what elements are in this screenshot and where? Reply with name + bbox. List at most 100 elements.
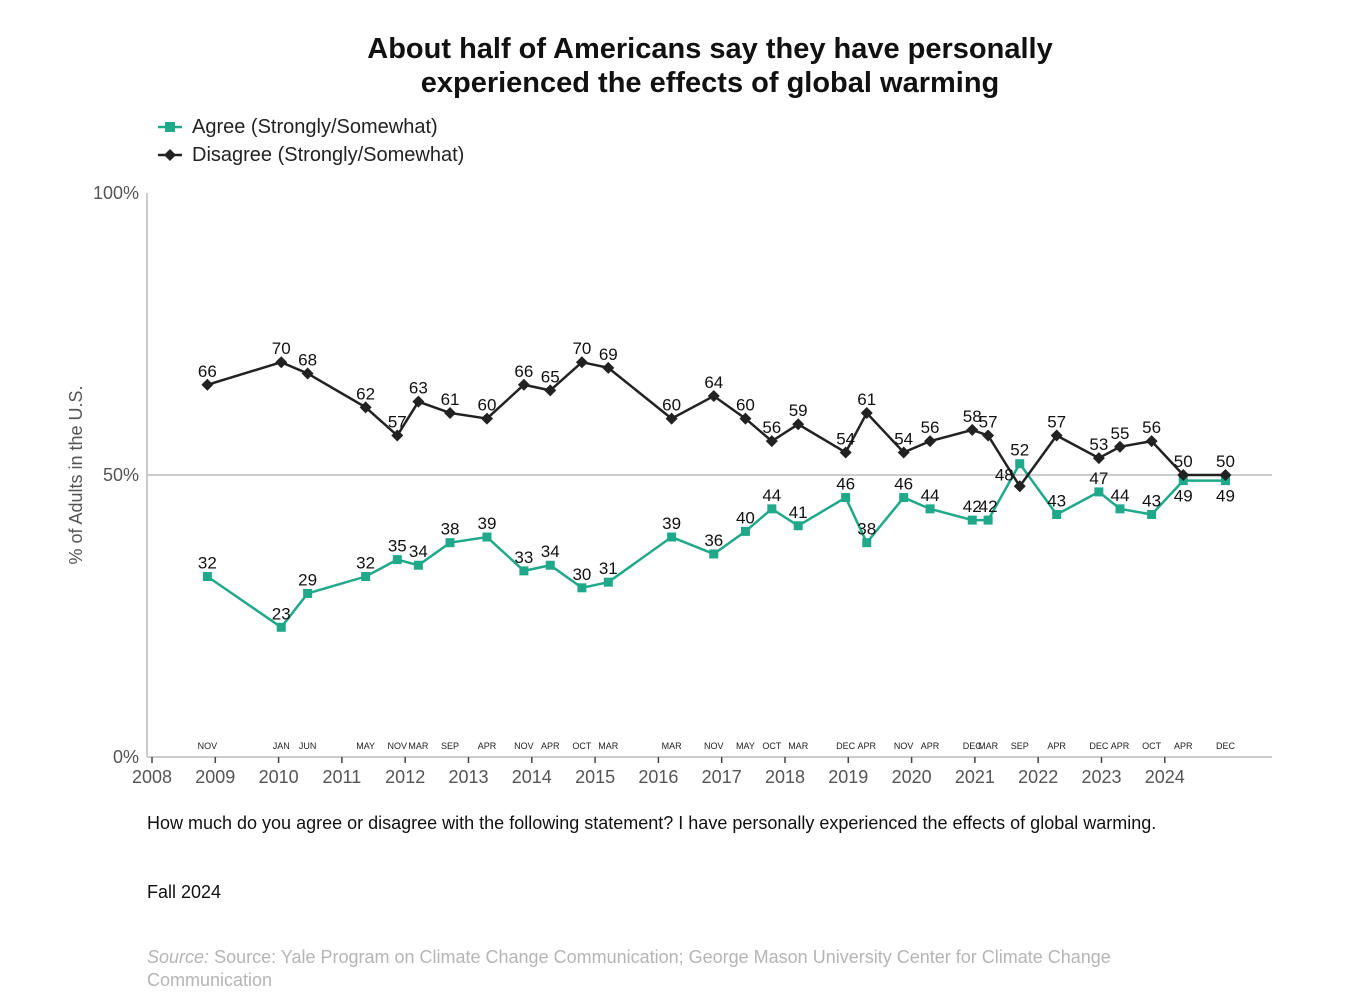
agree-marker <box>899 493 909 503</box>
agree-data-label: 38 <box>857 520 876 539</box>
disagree-marker <box>897 446 910 459</box>
agree-data-label: 40 <box>736 508 755 527</box>
disagree-marker <box>359 401 372 414</box>
disagree-data-label: 68 <box>298 350 317 369</box>
month-label: DEC <box>963 741 983 751</box>
x-tick-label: 2015 <box>575 767 615 787</box>
x-tick-label: 2016 <box>638 767 678 787</box>
agree-data-label: 49 <box>1216 487 1235 506</box>
agree-marker <box>983 515 993 525</box>
agree-data-label: 35 <box>388 537 407 556</box>
disagree-data-label: 54 <box>836 429 855 448</box>
month-label: MAY <box>356 741 375 751</box>
disagree-data-label: 60 <box>478 396 497 415</box>
y-tick-label: 0% <box>113 747 139 767</box>
agree-data-label: 49 <box>1174 487 1193 506</box>
x-tick-label: 2018 <box>765 767 805 787</box>
disagree-data-label: 65 <box>541 367 560 386</box>
agree-marker <box>925 504 935 514</box>
disagree-data-label: 50 <box>1216 452 1235 471</box>
disagree-marker <box>792 418 805 431</box>
disagree-data-label: 59 <box>789 401 808 420</box>
x-tick-label: 2023 <box>1081 767 1121 787</box>
disagree-data-label: 70 <box>272 339 291 358</box>
month-label: DEC <box>836 741 856 751</box>
legend-label: Agree (Strongly/Somewhat) <box>192 115 438 138</box>
disagree-marker <box>544 384 557 397</box>
agree-data-label: 52 <box>1010 441 1029 460</box>
disagree-marker <box>444 406 457 419</box>
agree-data-label: 32 <box>198 554 217 573</box>
agree-marker <box>392 555 402 565</box>
agree-data-label: 29 <box>298 570 317 589</box>
x-tick-label: 2014 <box>512 767 552 787</box>
x-tick-label: 2019 <box>828 767 868 787</box>
agree-marker <box>1015 459 1025 469</box>
y-tick-label: 100% <box>93 183 139 203</box>
disagree-marker <box>602 361 615 374</box>
x-tick-label: 2008 <box>132 767 172 787</box>
x-tick-label: 2010 <box>259 767 299 787</box>
month-label: OCT <box>762 741 782 751</box>
disagree-marker <box>1219 469 1232 481</box>
disagree-data-label: 55 <box>1111 424 1130 443</box>
month-label: MAR <box>788 741 809 751</box>
agree-marker <box>276 622 286 632</box>
month-label: MAY <box>736 741 755 751</box>
disagree-data-label: 57 <box>1047 413 1066 432</box>
disagree-marker <box>575 356 588 369</box>
agree-marker <box>1115 504 1125 514</box>
disagree-data-label: 60 <box>662 396 681 415</box>
month-label: DEC <box>1089 741 1109 751</box>
x-tick-label: 2017 <box>702 767 742 787</box>
disagree-data-label: 62 <box>356 384 375 403</box>
disagree-data-label: 57 <box>979 413 998 432</box>
agree-marker <box>519 566 529 576</box>
agree-marker <box>841 493 851 503</box>
month-label: JAN <box>273 741 290 751</box>
x-tick-label: 2024 <box>1145 767 1185 787</box>
agree-marker <box>577 583 587 593</box>
disagree-data-label: 66 <box>198 362 217 381</box>
agree-data-label: 46 <box>836 475 855 494</box>
disagree-marker <box>1177 469 1190 481</box>
disagree-marker <box>839 446 852 459</box>
agree-data-label: 33 <box>514 548 533 567</box>
agree-marker <box>740 526 750 536</box>
disagree-marker <box>1050 429 1063 442</box>
month-label: MAR <box>408 741 429 751</box>
disagree-marker <box>1092 452 1105 465</box>
disagree-marker <box>412 395 425 408</box>
y-axis-label: % of Adults in the U.S. <box>66 385 86 564</box>
month-label: NOV <box>388 741 408 751</box>
diamond-marker-icon <box>158 149 182 161</box>
disagree-marker <box>301 367 314 380</box>
month-label: NOV <box>894 741 914 751</box>
month-label: OCT <box>572 741 592 751</box>
disagree-marker <box>480 412 493 425</box>
disagree-data-label: 61 <box>857 390 876 409</box>
y-tick-label: 50% <box>103 465 139 485</box>
legend-item-disagree: Disagree (Strongly/Somewhat) <box>158 141 464 169</box>
source-note: Source: Source: Yale Program on Climate … <box>147 946 1227 992</box>
disagree-data-label: 64 <box>704 373 723 392</box>
disagree-marker <box>1113 440 1126 453</box>
disagree-marker <box>391 429 404 442</box>
month-label: APR <box>921 741 940 751</box>
disagree-data-label: 53 <box>1089 435 1108 454</box>
agree-marker <box>709 549 719 559</box>
disagree-data-label: 56 <box>1142 418 1161 437</box>
month-label: NOV <box>198 741 218 751</box>
agree-marker <box>1147 509 1157 519</box>
agree-data-label: 47 <box>1089 469 1108 488</box>
month-label: MAR <box>662 741 683 751</box>
disagree-line <box>207 360 1226 489</box>
agree-marker <box>303 588 313 598</box>
disagree-marker <box>765 435 778 448</box>
agree-marker <box>482 532 492 542</box>
agree-marker <box>667 532 677 542</box>
legend: Agree (Strongly/Somewhat) Disagree (Stro… <box>158 113 464 169</box>
disagree-data-label: 58 <box>963 407 982 426</box>
title-line-2: experienced the effects of global warmin… <box>420 67 1000 99</box>
disagree-data-label: 61 <box>441 390 460 409</box>
